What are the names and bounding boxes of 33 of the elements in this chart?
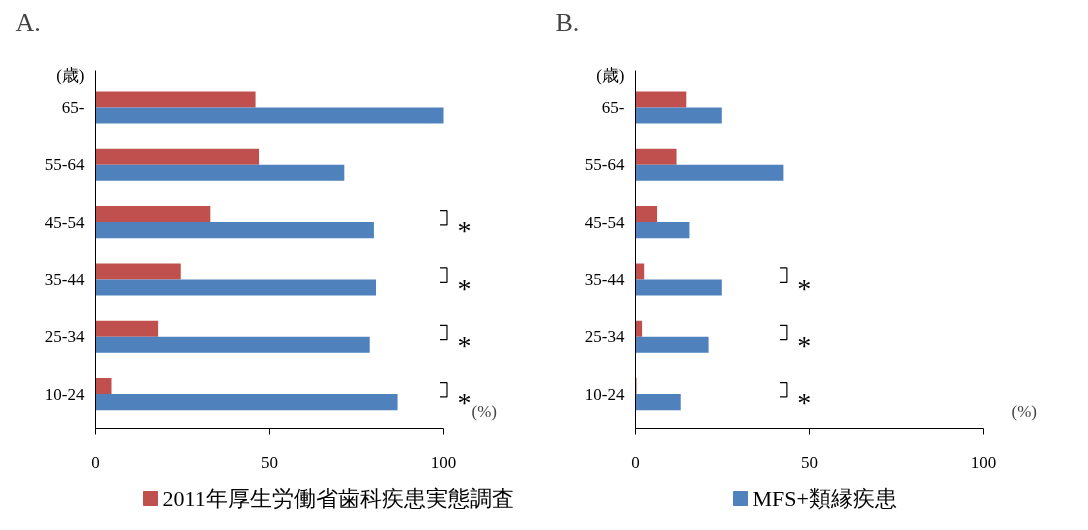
x-tick-label: 100 [970, 452, 997, 472]
x-tick-label: 100 [430, 452, 457, 472]
x-axis-title: (%) [1011, 401, 1037, 421]
y-tick-label: 65- [601, 97, 625, 117]
y-tick-label: 55-64 [44, 155, 85, 175]
legend-label: MFS+類縁疾患 [752, 486, 897, 511]
y-tick-label: 45-54 [584, 212, 625, 232]
text: * [457, 329, 472, 361]
y-tick-label: 25-34 [584, 327, 625, 347]
annotation: * [797, 387, 812, 419]
chart-title: B. [555, 7, 580, 37]
annotation: * [797, 272, 812, 304]
y-tick-label: 10-24 [584, 384, 625, 404]
y-tick-label: 25-34 [44, 327, 85, 347]
legend-label: 2011年厚生労働省歯科疾患実態調査 [162, 486, 514, 511]
x-axis-title: (%) [471, 401, 497, 421]
y-tick-label: 10-24 [44, 384, 85, 404]
x-tick-label: 50 [801, 452, 818, 472]
text: * [457, 387, 472, 419]
x-tick-label: 50 [261, 452, 278, 472]
annotation: * [797, 329, 812, 361]
y-tick-label: 65- [61, 97, 85, 117]
y-axis-title: (歳) [56, 66, 85, 86]
y-tick-label: 35-44 [44, 269, 85, 289]
y-axis-title: (歳) [596, 66, 625, 86]
x-tick-label: 0 [631, 452, 640, 472]
text: * [457, 215, 472, 247]
y-tick-label: 35-44 [584, 269, 625, 289]
text: * [457, 272, 472, 304]
x-tick-label: 0 [91, 452, 100, 472]
chart-title: A. [15, 7, 41, 37]
y-tick-label: 45-54 [44, 212, 85, 232]
y-tick-label: 55-64 [584, 155, 625, 175]
